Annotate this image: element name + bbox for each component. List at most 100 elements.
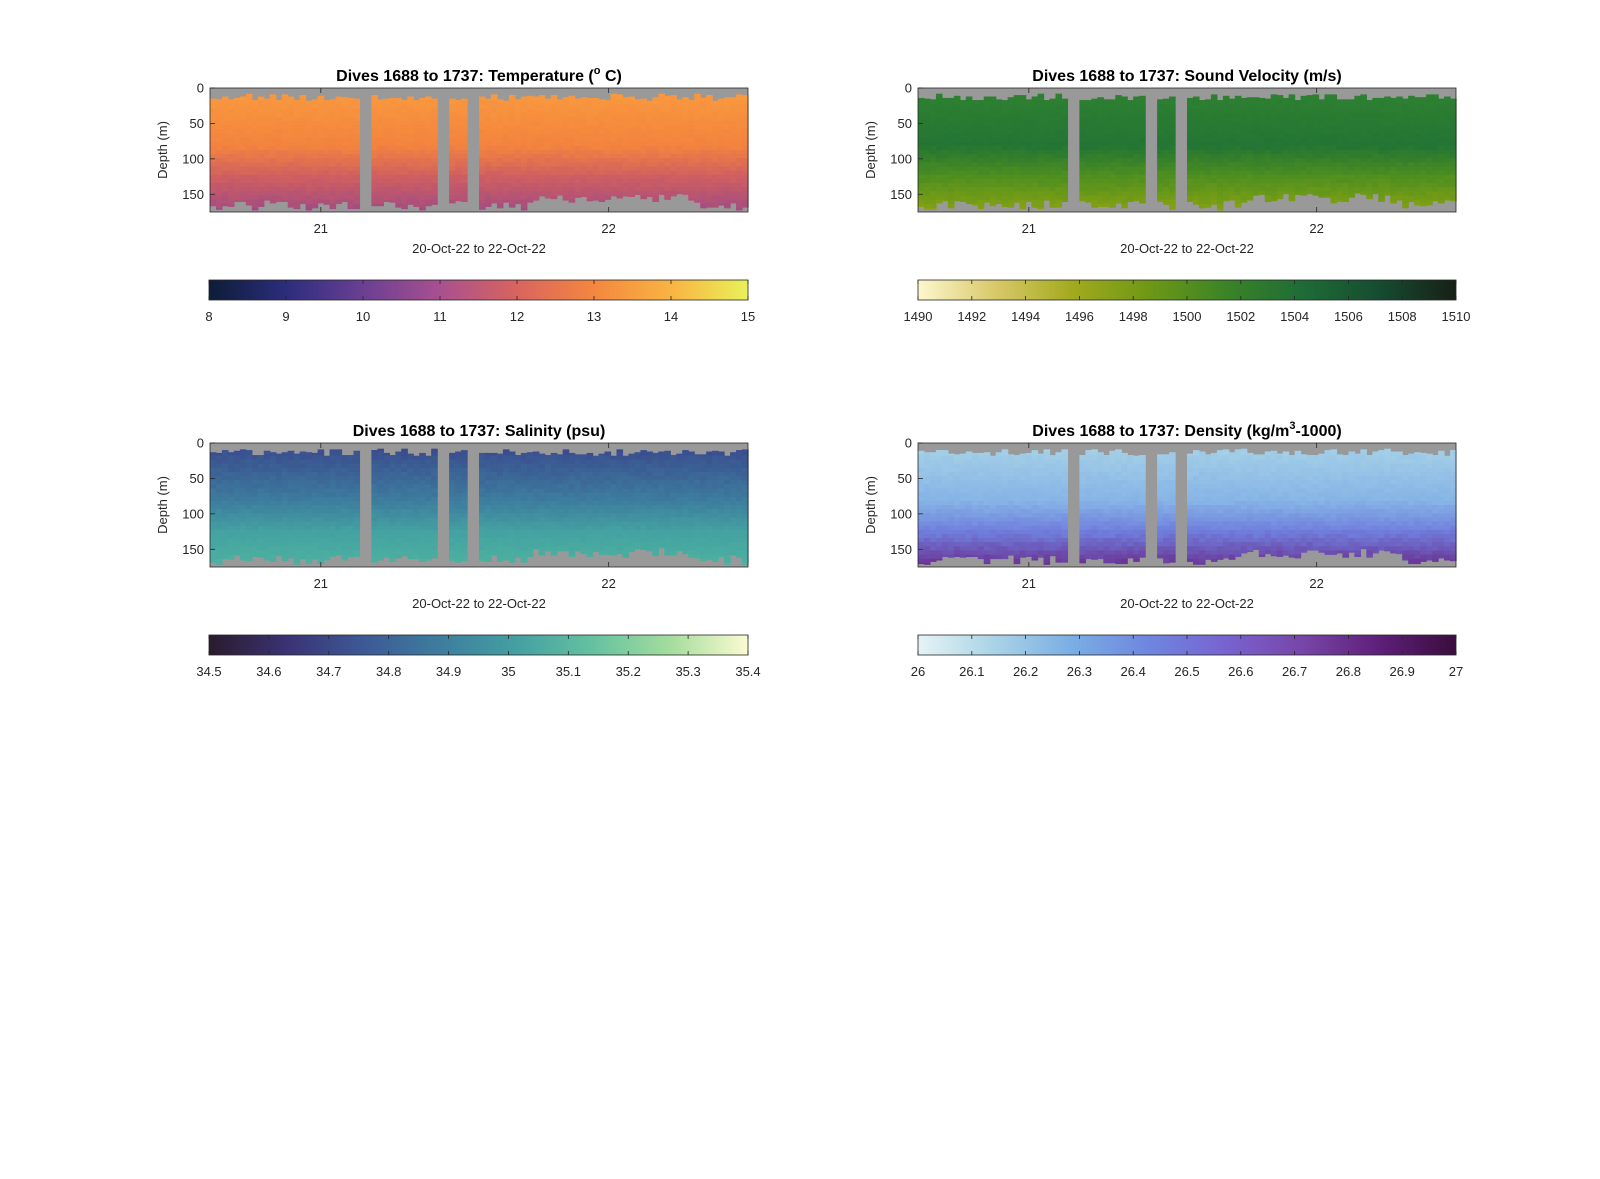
heatmap-cell [215,183,223,188]
heatmap-cell [1187,121,1194,126]
heatmap-cell [1192,166,1200,172]
heatmap-cell [664,145,671,151]
heatmap-cell [1025,154,1033,159]
heatmap-cell [281,455,289,461]
heatmap-cell [1438,104,1445,110]
heatmap-cell [275,488,283,494]
heatmap-cell [455,183,462,188]
heatmap-cell [221,467,229,473]
heatmap-cell [1258,97,1266,101]
heatmap-cell [995,137,1003,143]
heatmap-cell [1091,141,1098,147]
heatmap-cell [580,145,588,151]
heatmap-cell [1127,112,1134,118]
heatmap-cell [1037,141,1045,147]
heatmap-cell [1216,141,1224,147]
heatmap-cell [1336,187,1344,192]
heatmap-cell [413,141,420,147]
heatmap-cell [1091,178,1098,184]
heatmap-cell [335,178,343,184]
heatmap-cell [959,116,967,122]
heatmap-cell [935,108,943,114]
heatmap-cell [377,187,384,192]
heatmap-cell [287,187,295,192]
heatmap-cell [263,525,271,531]
heatmap-cell [413,203,420,207]
heatmap-cell [556,154,564,159]
heatmap-cell [1234,154,1242,159]
heatmap-cell [1127,178,1134,184]
heatmap-cell [941,191,949,197]
heatmap-cell [935,154,943,159]
heatmap-cell [1019,162,1027,168]
heatmap-cell [1097,125,1104,130]
heatmap-cell [269,525,277,531]
heatmap-cell [1133,104,1140,110]
heatmap-cell [239,100,247,106]
heatmap-cell [1384,104,1391,110]
heatmap-cell [538,95,546,97]
heatmap-cell [407,100,414,106]
heatmap-cell [1384,166,1391,172]
heatmap-cell [1198,178,1206,184]
heatmap-cell [1366,174,1373,180]
heatmap-cell [1318,191,1326,197]
heatmap-cell [628,137,636,143]
heatmap-cell [413,129,420,135]
heatmap-cell [929,178,937,184]
heatmap-cell [215,129,223,135]
heatmap-cell [712,158,719,163]
heatmap-cell [1234,162,1242,168]
heatmap-cell [1360,108,1367,114]
heatmap-cell [215,538,223,543]
heatmap-cell [1025,191,1033,197]
heatmap-cell [736,187,743,192]
heatmap-cell [953,129,961,135]
heatmap-cell [977,154,985,159]
heatmap-cell [1210,96,1218,101]
heatmap-cell [1019,203,1027,209]
heatmap-cell [550,112,558,118]
heatmap-cell [323,112,331,118]
heatmap-cell [959,191,967,197]
heatmap-cell [989,129,997,135]
heatmap-cell [1450,137,1457,143]
heatmap-cell [484,195,492,201]
heatmap-cell [1091,104,1098,110]
heatmap-cell [455,137,462,143]
heatmap-cell [502,121,510,126]
heatmap-cell [1432,191,1439,197]
heatmap-cell [263,150,271,155]
heatmap-cell [736,112,743,118]
heatmap-cell [586,154,594,159]
heatmap-cell [1037,145,1045,151]
chart-title: Dives 1688 to 1737: Temperature (o C) [336,65,622,85]
heatmap-cell [1390,170,1397,176]
heatmap-cell [281,129,289,135]
heatmap-cell [1157,112,1164,118]
heatmap-cell [598,154,606,159]
heatmap-cell [1007,166,1015,172]
heatmap-cell [1294,137,1302,143]
heatmap-cell [1061,133,1069,139]
heatmap-cell [221,158,229,163]
heatmap-cell [239,484,247,490]
heatmap-cell [941,183,949,188]
heatmap-cell [407,178,414,184]
heatmap-cell [1372,116,1379,122]
heatmap-cell [1282,166,1290,172]
heatmap-cell [239,517,247,523]
heatmap-cell [1115,178,1122,184]
heatmap-cell [1444,96,1451,101]
heatmap-cell [395,191,402,197]
heatmap-cell [1300,137,1308,143]
heatmap-cell [389,133,396,139]
heatmap-cell [479,207,486,210]
heatmap-cell [532,191,540,197]
heatmap-cell [371,150,378,155]
heatmap-cell [221,529,229,535]
heatmap-cell [508,191,516,197]
heatmap-cell [1234,108,1242,114]
heatmap-cell [1061,162,1069,168]
heatmap-cell [449,121,456,126]
